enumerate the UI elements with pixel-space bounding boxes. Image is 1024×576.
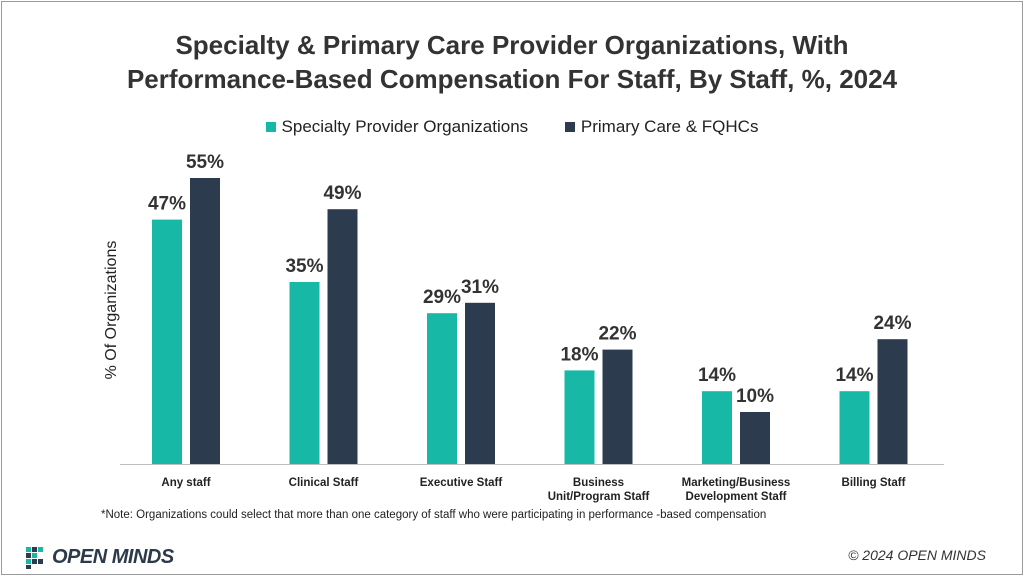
- legend-label-primary: Primary Care & FQHCs: [580, 117, 759, 136]
- data-label-specialty-5: 14%: [835, 365, 873, 386]
- chart-title-line-2: Performance-Based Compensation For Staff…: [126, 64, 898, 94]
- data-label-specialty-1: 35%: [285, 256, 323, 277]
- x-tick-label-2-0: Executive Staff: [420, 477, 503, 489]
- bar-specialty-5: [839, 391, 870, 464]
- bar-specialty-3: [564, 370, 595, 464]
- data-label-specialty-0: 47%: [148, 194, 186, 215]
- logo-grid-icon: [26, 546, 43, 569]
- x-tick-label-1-0: Clinical Staff: [289, 477, 359, 489]
- bar-primary-5: [877, 339, 908, 464]
- legend-swatch-primary: [564, 122, 575, 132]
- bar-primary-0: [190, 178, 220, 464]
- data-label-primary-1: 49%: [323, 183, 361, 204]
- legend-label-specialty: Specialty Provider Organizations: [281, 117, 529, 136]
- data-label-specialty-2: 29%: [423, 287, 461, 308]
- x-tick-label-0-0: Any staff: [161, 477, 210, 489]
- copyright-text: © 2024 OPEN MINDS: [848, 547, 986, 563]
- bar-primary-3: [602, 349, 633, 464]
- legend-swatch-specialty: [265, 122, 276, 132]
- data-label-primary-3: 22%: [598, 324, 636, 345]
- data-label-specialty-3: 18%: [560, 344, 598, 365]
- x-tick-label-3-1: Unit/Program Staff: [548, 491, 650, 503]
- data-label-primary-0: 55%: [186, 152, 224, 173]
- open-minds-logo: OPEN MINDS: [26, 546, 174, 569]
- bar-specialty-0: [152, 219, 182, 464]
- chart-title: Specialty & Primary Care Provider Organi…: [0, 28, 1024, 96]
- bar-specialty-4: [702, 391, 732, 464]
- x-tick-label-4-0: Marketing/Business: [682, 477, 791, 489]
- bar-specialty-1: [289, 282, 320, 464]
- footnote: *Note: Organizations could select that m…: [101, 509, 767, 521]
- chart-legend: Specialty Provider Organizations Primary…: [0, 117, 1024, 137]
- x-tick-label-4-1: Development Staff: [686, 491, 787, 503]
- legend-item-primary: Primary Care & FQHCs: [564, 117, 759, 137]
- data-label-primary-4: 10%: [736, 386, 774, 407]
- data-label-primary-2: 31%: [461, 277, 499, 298]
- data-label-specialty-4: 14%: [698, 365, 736, 386]
- bar-primary-2: [465, 302, 495, 464]
- bar-primary-4: [740, 412, 770, 464]
- data-label-primary-5: 24%: [873, 313, 911, 334]
- logo-text: OPEN MINDS: [52, 546, 174, 568]
- legend-item-specialty: Specialty Provider Organizations: [265, 117, 529, 137]
- bar-primary-1: [327, 209, 358, 464]
- x-tick-label-3-0: Business: [573, 477, 624, 489]
- x-tick-label-5-0: Billing Staff: [842, 477, 906, 489]
- bar-specialty-2: [427, 313, 457, 464]
- chart-title-line-1: Specialty & Primary Care Provider Organi…: [175, 30, 849, 60]
